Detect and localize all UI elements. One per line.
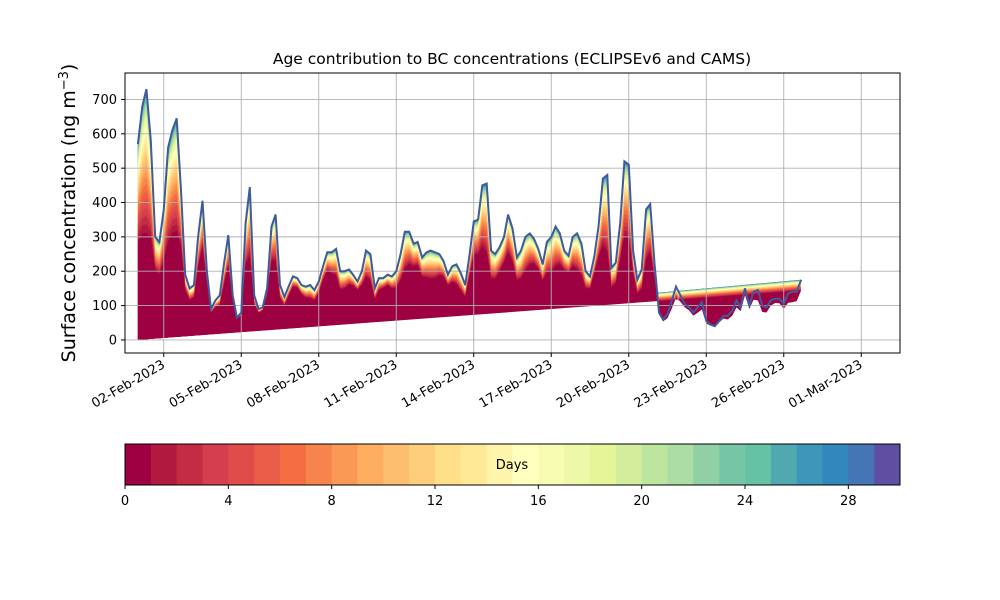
colorbar-cell-21 bbox=[667, 444, 694, 485]
colorbar-tick-label: 16 bbox=[530, 494, 547, 509]
colorbar-cell-16 bbox=[538, 444, 565, 485]
colorbar-cell-29 bbox=[874, 444, 901, 485]
colorbar-cell-1 bbox=[150, 444, 178, 485]
colorbar-cell-5 bbox=[254, 444, 281, 485]
colorbar-cell-4 bbox=[228, 444, 255, 485]
x-tick-label: 14-Feb-2023 bbox=[399, 357, 478, 411]
grid-lines bbox=[125, 73, 900, 353]
x-tick-label: 26-Feb-2023 bbox=[709, 357, 788, 411]
colorbar-label: Days bbox=[496, 458, 529, 473]
colorbar-tick-label: 28 bbox=[840, 494, 857, 509]
x-tick-label: 02-Feb-2023 bbox=[89, 357, 168, 411]
colorbar-cell-23 bbox=[719, 444, 746, 485]
colorbar-cell-8 bbox=[331, 444, 358, 485]
colorbar-cell-14 bbox=[486, 444, 513, 485]
colorbar-cell-17 bbox=[564, 444, 591, 485]
x-tick-label: 17-Feb-2023 bbox=[477, 357, 556, 411]
plot-frame bbox=[124, 72, 901, 354]
x-tick-label: 01-Mar-2023 bbox=[786, 357, 865, 411]
colorbar-cell-12 bbox=[435, 444, 462, 485]
colorbar-cell-0 bbox=[125, 444, 152, 485]
age-band-area-0 bbox=[137, 230, 802, 340]
colorbar-cell-9 bbox=[357, 444, 384, 485]
colorbar-cell-20 bbox=[641, 444, 668, 485]
colorbar-cell-28 bbox=[848, 444, 875, 485]
colorbar-cell-25 bbox=[770, 444, 798, 485]
colorbar-cell-13 bbox=[460, 444, 488, 485]
age-stacked-areas bbox=[137, 89, 802, 340]
colorbar-cells bbox=[125, 444, 901, 485]
y-tick-label: 200 bbox=[92, 265, 117, 280]
plot-area bbox=[124, 72, 901, 354]
colorbar-cell-19 bbox=[615, 444, 643, 485]
colorbar-cell-7 bbox=[305, 444, 333, 485]
age-colorbar: Days 0 4 8 12 16 20 24 28 bbox=[121, 443, 901, 509]
chart-title: Age contribution to BC concentrations (E… bbox=[273, 50, 751, 68]
colorbar-cell-6 bbox=[280, 444, 307, 485]
colorbar-tick-label: 0 bbox=[121, 494, 129, 509]
colorbar-cell-11 bbox=[409, 444, 436, 485]
y-axis: 0 100 200 300 400 500 600 700 bbox=[92, 93, 125, 348]
colorbar-frame bbox=[124, 443, 901, 486]
x-axis: 02-Feb-202305-Feb-202308-Feb-202311-Feb-… bbox=[89, 353, 865, 412]
y-tick-label: 600 bbox=[92, 127, 117, 142]
y-axis-label-exponent: −3 bbox=[57, 71, 72, 90]
x-tick-label: 05-Feb-2023 bbox=[167, 357, 246, 411]
colorbar-tick-label: 24 bbox=[737, 494, 754, 509]
colorbar-cell-2 bbox=[176, 444, 203, 485]
colorbar-tick-label: 20 bbox=[633, 494, 650, 509]
y-axis-label: Surface concentration (ng m−3) bbox=[57, 64, 81, 363]
y-tick-label: 500 bbox=[92, 162, 117, 177]
colorbar-tick-label: 4 bbox=[224, 494, 232, 509]
colorbar-tick-label: 8 bbox=[328, 494, 336, 509]
colorbar-cell-3 bbox=[202, 444, 229, 485]
colorbar-cell-18 bbox=[590, 444, 617, 485]
colorbar-cell-24 bbox=[745, 444, 772, 485]
y-tick-label: 700 bbox=[92, 93, 117, 108]
y-axis-label-text: Surface concentration (ng m bbox=[58, 90, 80, 362]
colorbar-cell-10 bbox=[383, 444, 410, 485]
y-tick-label: 100 bbox=[92, 299, 117, 314]
x-tick-label: 08-Feb-2023 bbox=[244, 357, 323, 411]
colorbar-cell-26 bbox=[796, 444, 823, 485]
x-tick-label: 23-Feb-2023 bbox=[632, 357, 711, 411]
colorbar-cell-27 bbox=[822, 444, 849, 485]
x-tick-label: 11-Feb-2023 bbox=[322, 357, 401, 411]
colorbar-tick-label: 12 bbox=[427, 494, 444, 509]
y-tick-label: 0 bbox=[109, 333, 117, 348]
colorbar-cell-22 bbox=[693, 444, 720, 485]
x-tick-label: 20-Feb-2023 bbox=[554, 357, 633, 411]
y-axis-label-close: ) bbox=[58, 64, 80, 71]
y-tick-label: 400 bbox=[92, 196, 117, 211]
colorbar-ticks: 0 4 8 12 16 20 24 28 bbox=[121, 485, 857, 509]
y-tick-label: 300 bbox=[92, 230, 117, 245]
total-concentration-line bbox=[136, 88, 803, 328]
colorbar-cell-15 bbox=[512, 444, 539, 485]
